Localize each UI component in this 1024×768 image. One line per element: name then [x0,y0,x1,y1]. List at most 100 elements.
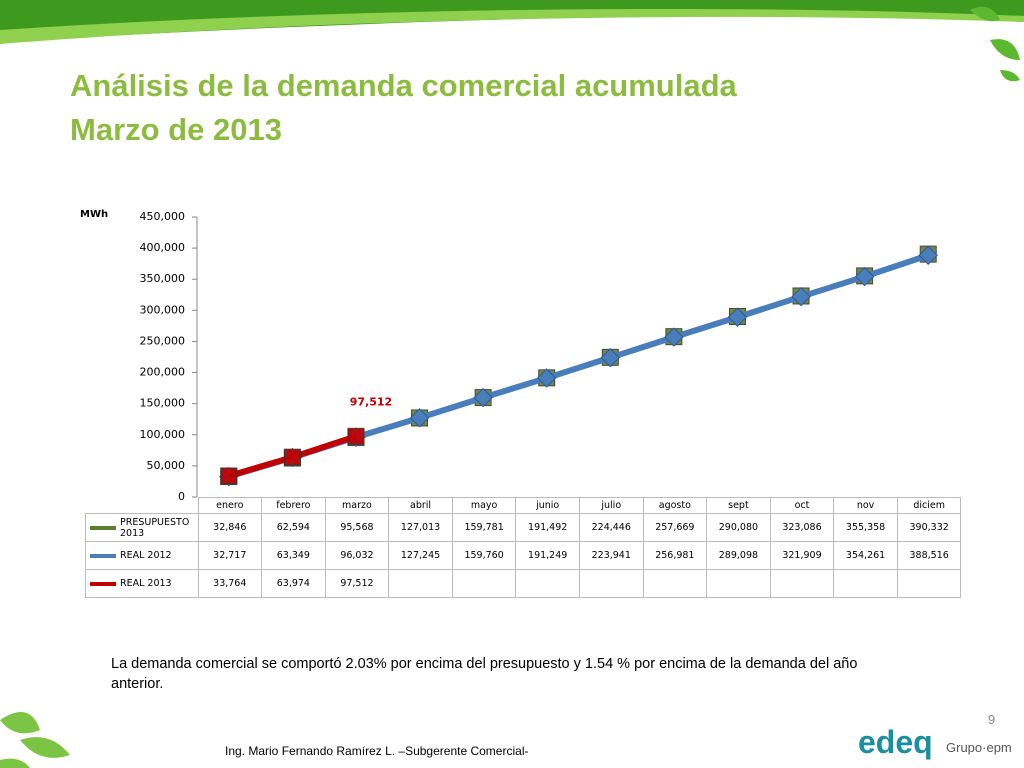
legend-entry: REAL 2012 [90,550,198,561]
legend-swatch [90,525,116,530]
legend-cell: PRESUPUESTO 2013 [85,513,199,542]
legend-cell: REAL 2013 [85,569,199,598]
table-cell: 355,358 [833,513,898,542]
table-cell [769,569,835,598]
x-tick-label: oct [769,497,835,514]
leaves [0,712,70,768]
table-cell: 62,594 [261,513,326,542]
y-tick-label: 300,000 [140,303,186,316]
table-cell: 127,245 [388,541,453,570]
table-cell: 159,760 [451,541,517,570]
table-cell: 256,981 [642,541,708,570]
marker [220,467,238,485]
table-cell: 354,261 [833,541,898,570]
x-tick-label: marzo [324,497,390,514]
table-cell [388,569,453,598]
table-cell [515,569,580,598]
table-row: PRESUPUESTO 2013 32,846 62,594 95,568 127,01… [85,513,962,542]
banner-light [0,8,1024,44]
y-tick-label: 250,000 [140,334,186,347]
note: La demanda comercial se comportó 2.03% p… [111,656,858,692]
x-tick-label: junio [515,497,580,514]
table-cell: 191,249 [515,541,580,570]
table-cell: 63,349 [261,541,326,570]
x-tick-label: febrero [261,497,326,514]
table-cell: 390,332 [896,513,962,542]
legend-cell: REAL 2012 [85,541,199,570]
y-tick-label: 450,000 [140,210,186,223]
table-cell [896,569,962,598]
marker [727,307,748,327]
x-tick-label: enero [197,497,263,514]
table-cell: 95,568 [324,513,390,542]
table-cell: 290,080 [706,513,771,542]
logo: edeq [858,724,933,760]
table-cell: 97,512 [324,569,390,598]
table-cell: 32,846 [197,513,263,542]
marker [473,387,493,408]
marker [664,327,684,347]
data-label: 97,512 [350,395,392,408]
table-cell: 257,669 [642,513,708,542]
table-cell: 289,098 [706,541,771,570]
table-cell [451,569,517,598]
table-cell: 33,764 [197,569,263,598]
table-cell: 321,909 [769,541,835,570]
y-tick-label: 0 [178,490,185,503]
marker [854,266,875,287]
table-cell [833,569,898,598]
marker [283,448,301,466]
chart-title: Análisis de la demanda comercial acumula… [70,68,737,103]
corner [86,498,199,514]
legend-entry: PRESUPUESTO 2013 [90,517,198,539]
marker [347,427,365,445]
x-tick-label: diciem [896,497,962,514]
data-table: enero febrero marzo abril mayo junio julio agos… [85,497,962,598]
table-cell [642,569,708,598]
table-cell: 159,781 [451,513,517,542]
legend-swatch [90,581,116,586]
x-tick-label: julio [578,497,644,514]
table-cell: 323,086 [769,513,835,542]
table-cell [578,569,644,598]
table-row: REAL 2013 33,764 63,974 97,512 [85,569,962,598]
x-tick-label: sept [706,497,771,514]
x-tick-label: mayo [451,497,517,514]
marker [409,408,430,428]
x-tick-label: agosto [642,497,708,514]
footer: Ing. Mario Fernando Ramírez L. –Subgeren… [225,744,529,758]
legend-label: REAL 2012 [120,550,172,561]
logo-group: Grupo·epm [946,740,1012,755]
table-cell: 127,013 [388,513,453,542]
table-cell: 224,446 [578,513,644,542]
table-cell: 63,974 [261,569,326,598]
table-cell: 32,717 [197,541,263,570]
table-cell: 388,516 [896,541,962,570]
table-cell [706,569,771,598]
leaves [970,6,1020,82]
y-tick-label: 350,000 [140,272,186,285]
table-cell: 96,032 [324,541,390,570]
y-tick-label: 200,000 [140,366,186,379]
y-tick-label: 50,000 [147,459,186,472]
table-cell: 223,941 [578,541,644,570]
table-cell: 191,492 [515,513,580,542]
marker [537,368,557,388]
y-tick-label: 150,000 [140,397,186,410]
table-header: enero febrero marzo abril mayo junio julio agos… [86,497,962,514]
legend-swatch [90,553,116,558]
page-number: 9 [988,712,996,727]
title-block: Análisis de la demanda comercial acumula… [70,64,737,152]
y-axis-label: MWh [80,209,108,220]
y-tick-label: 400,000 [140,241,186,254]
legend-entry: REAL 2013 [90,578,198,589]
y-tick-label: 100,000 [140,428,186,441]
x-tick-label: abril [388,497,453,514]
marker [600,347,620,368]
x-tick-label: nov [833,497,898,514]
legend-label: REAL 2013 [120,578,172,589]
table-row: REAL 2012 32,717 63,349 96,032 127,245 159,76… [85,541,962,570]
